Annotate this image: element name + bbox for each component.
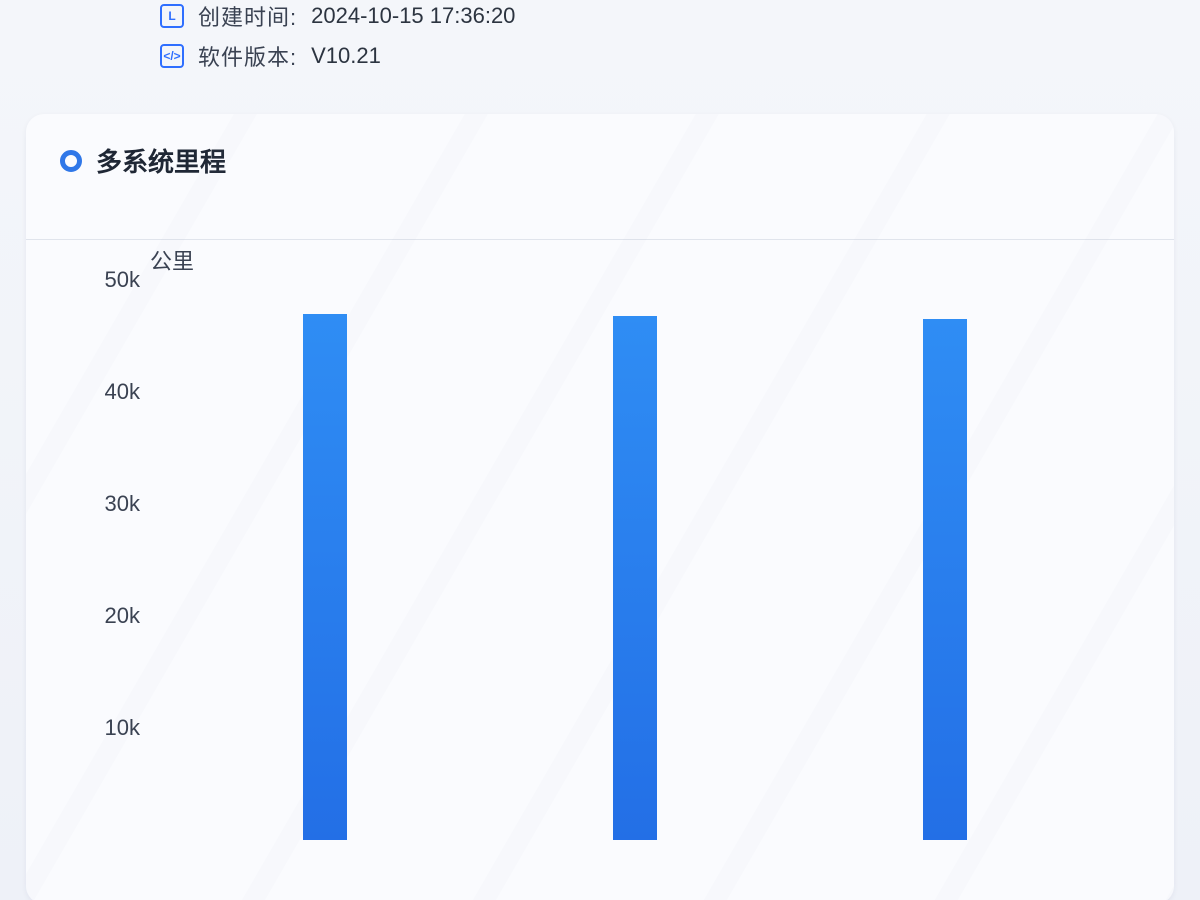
software-version-label: 软件版本: xyxy=(198,40,297,72)
chart-bar xyxy=(613,316,657,840)
created-time-row: L 创建时间: 2024-10-15 17:36:20 xyxy=(160,0,1160,32)
clock-icon: L xyxy=(160,4,184,28)
chart-ytick: 40k xyxy=(80,379,140,405)
created-time-value: 2024-10-15 17:36:20 xyxy=(311,3,515,29)
chart-ytick: 20k xyxy=(80,603,140,629)
chart-bar xyxy=(923,319,967,840)
mileage-card: 多系统里程 公里 10k20k30k40k50k xyxy=(26,114,1174,900)
ring-icon xyxy=(60,150,82,172)
code-icon: </> xyxy=(160,44,184,68)
chart-bar xyxy=(303,314,347,840)
chart-y-unit: 公里 xyxy=(150,244,194,276)
created-time-label: 创建时间: xyxy=(198,0,297,32)
page-root: L 创建时间: 2024-10-15 17:36:20 </> 软件版本: V1… xyxy=(0,0,1200,900)
info-strip: L 创建时间: 2024-10-15 17:36:20 </> 软件版本: V1… xyxy=(0,0,1200,104)
chart-ytick: 50k xyxy=(80,267,140,293)
card-divider xyxy=(26,239,1174,240)
software-version-row: </> 软件版本: V10.21 xyxy=(160,40,1160,72)
software-version-value: V10.21 xyxy=(311,43,381,69)
chart-plot-area: 10k20k30k40k50k xyxy=(150,280,1120,840)
mileage-chart: 公里 10k20k30k40k50k xyxy=(60,280,1140,840)
card-title-row: 多系统里程 xyxy=(60,142,1140,179)
chart-ytick: 10k xyxy=(80,715,140,741)
chart-ytick: 30k xyxy=(80,491,140,517)
card-title: 多系统里程 xyxy=(96,142,226,179)
